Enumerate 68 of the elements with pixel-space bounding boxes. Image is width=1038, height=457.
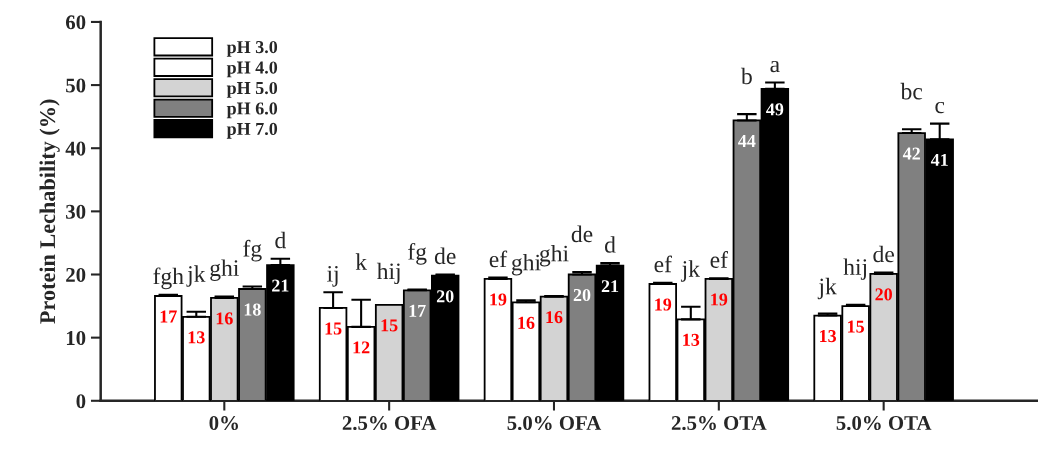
data-label: 12 (353, 341, 370, 354)
annotation: fgh (153, 267, 184, 290)
annotation: ghi (210, 259, 239, 281)
y-tick-label: 50 (66, 78, 86, 93)
data-label: 21 (272, 279, 289, 292)
data-label: 13 (820, 330, 837, 343)
annotation: d (604, 236, 616, 253)
annotation: hij (843, 258, 867, 280)
x-tick-label: 5.0% OFA (507, 415, 602, 431)
data-label: 15 (848, 320, 865, 333)
data-label: 15 (325, 322, 342, 335)
annotation: de (571, 225, 593, 243)
data-label: 20 (573, 288, 591, 302)
annotation: c (935, 101, 945, 114)
data-label: 13 (683, 333, 700, 346)
annotation: jk (680, 260, 700, 282)
annotation: bc (900, 82, 923, 100)
y-tick-label: 20 (66, 267, 86, 282)
legend-label: pH 5.0 (226, 81, 278, 98)
legend-label: pH 7.0 (226, 122, 278, 139)
data-label: 19 (490, 293, 507, 306)
annotation: d (275, 231, 286, 249)
y-tick-label: 40 (65, 141, 86, 156)
annotation: jk (186, 265, 206, 287)
annotation: ghi (539, 244, 569, 267)
data-label: 18 (244, 303, 261, 316)
data-label: 20 (436, 290, 454, 303)
data-label: 44 (738, 134, 756, 147)
data-label: 21 (601, 280, 619, 293)
annotation: ij (327, 265, 338, 287)
annotation: de (434, 247, 456, 265)
legend-label: pH 3.0 (226, 40, 278, 57)
annotation: fg (243, 239, 262, 262)
data-label: 16 (546, 311, 563, 324)
annotation: b (740, 67, 752, 85)
annotation: jk (817, 277, 837, 300)
legend-label: pH 4.0 (226, 61, 278, 78)
x-tick-label: 5.0% OTA (836, 415, 932, 431)
annotation: a (770, 60, 780, 73)
data-label: 19 (655, 298, 672, 311)
data-label: 19 (711, 293, 728, 306)
data-label: 41 (930, 153, 948, 166)
annotation: ef (710, 251, 728, 268)
y-tick-label: 30 (66, 204, 86, 219)
annotation: ghi (511, 253, 541, 276)
y-axis-title: Protein Lechability (%) (39, 99, 60, 324)
annotation: ef (489, 250, 508, 268)
y-tick-label: 0 (76, 394, 86, 409)
annotation: fg (408, 242, 427, 265)
annotation: ef (654, 255, 672, 273)
annotation: de (873, 245, 894, 263)
data-label: 13 (188, 331, 205, 344)
data-label: 49 (766, 103, 784, 116)
legend-label: pH 6.0 (226, 102, 278, 119)
data-label: 42 (902, 147, 920, 160)
annotation: k (355, 253, 368, 270)
data-label: 17 (409, 304, 426, 317)
annotation: hij (376, 262, 400, 285)
data-label: 20 (875, 288, 892, 301)
data-label: 15 (381, 319, 398, 332)
y-tick-label: 10 (66, 331, 86, 346)
data-label: 16 (216, 312, 233, 325)
data-label: 17 (160, 310, 177, 323)
x-tick-label: 0% (209, 415, 238, 431)
x-tick-label: 2.5% OFA (342, 415, 437, 431)
data-label: 16 (518, 316, 535, 329)
x-tick-label: 2.5% OTA (671, 415, 767, 431)
y-tick-label: 60 (65, 15, 86, 30)
